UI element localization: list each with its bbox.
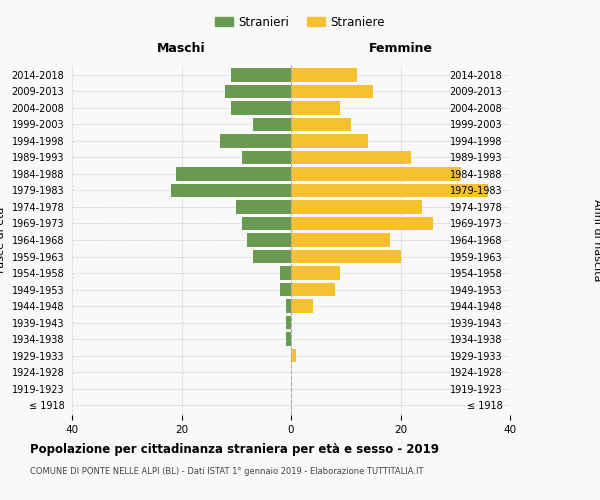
Bar (247, 234, 291, 246)
Bar (291, 200, 422, 213)
Bar (280, 283, 291, 296)
Bar (291, 85, 373, 98)
Bar (286, 316, 291, 329)
Text: Popolazione per cittadinanza straniera per età e sesso - 2019: Popolazione per cittadinanza straniera p… (30, 442, 439, 456)
Bar (291, 349, 296, 362)
Bar (176, 168, 291, 180)
Bar (291, 168, 461, 180)
Text: Maschi: Maschi (157, 42, 206, 55)
Bar (291, 250, 401, 263)
Bar (291, 266, 340, 280)
Bar (286, 332, 291, 345)
Bar (286, 300, 291, 312)
Text: COMUNE DI PONTE NELLE ALPI (BL) - Dati ISTAT 1° gennaio 2019 - Elaborazione TUTT: COMUNE DI PONTE NELLE ALPI (BL) - Dati I… (30, 468, 424, 476)
Bar (236, 200, 291, 213)
Bar (220, 134, 291, 147)
Y-axis label: Fasce di età: Fasce di età (0, 207, 6, 273)
Bar (226, 85, 291, 98)
Bar (291, 300, 313, 312)
Text: Femmine: Femmine (368, 42, 433, 55)
Bar (291, 102, 340, 114)
Bar (291, 184, 488, 197)
Bar (231, 102, 291, 114)
Bar (231, 68, 291, 82)
Bar (170, 184, 291, 197)
Bar (291, 217, 433, 230)
Text: Anni di nascita: Anni di nascita (592, 198, 600, 281)
Bar (280, 266, 291, 280)
Bar (253, 118, 291, 131)
Bar (291, 151, 412, 164)
Bar (291, 134, 368, 147)
Bar (253, 250, 291, 263)
Legend: Stranieri, Straniere: Stranieri, Straniere (210, 11, 390, 34)
Bar (291, 118, 351, 131)
Bar (242, 151, 291, 164)
Bar (291, 283, 335, 296)
Bar (291, 234, 389, 246)
Bar (291, 68, 356, 82)
Bar (242, 217, 291, 230)
